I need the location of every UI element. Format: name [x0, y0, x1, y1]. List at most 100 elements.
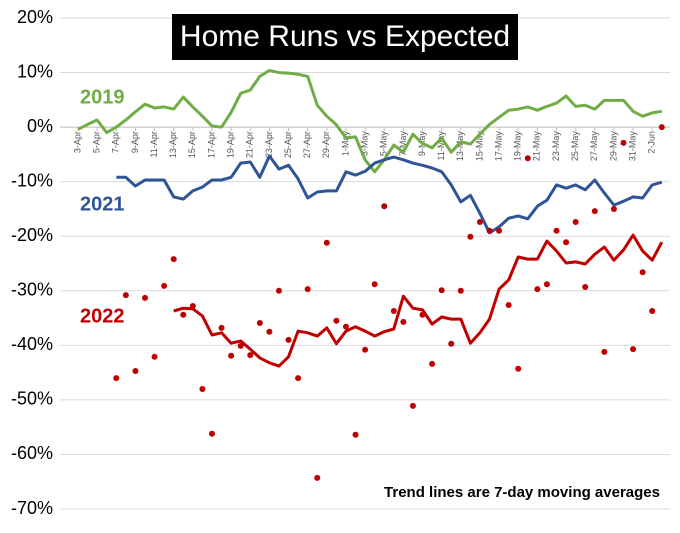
x-tick-label: 5-Apr: [92, 131, 102, 153]
x-tick-label: 9-Apr: [130, 131, 140, 153]
x-tick-label: 1-May: [340, 131, 350, 157]
daily-point: [610, 205, 617, 212]
daily-point: [295, 375, 302, 382]
title-box: [172, 14, 518, 60]
x-tick-label: 29-Apr: [321, 131, 331, 158]
x-tick-label: 15-May: [474, 131, 484, 162]
daily-point: [601, 348, 608, 355]
x-tick-label: 5-May: [379, 131, 389, 157]
y-tick-label: -50%: [11, 389, 53, 409]
daily-point: [534, 286, 541, 293]
x-tick-label: 7-May: [398, 131, 408, 157]
daily-point: [563, 239, 570, 246]
y-tick-label: 0%: [27, 116, 53, 136]
daily-point: [505, 301, 512, 308]
daily-point: [486, 227, 493, 234]
daily-point: [333, 317, 340, 324]
daily-point: [228, 352, 235, 359]
x-tick-label: 23-May: [551, 131, 561, 162]
x-tick-label: 19-Apr: [225, 131, 235, 158]
y-tick-label: 10%: [17, 61, 53, 81]
daily-point: [409, 402, 416, 409]
daily-point: [591, 208, 598, 215]
daily-point: [639, 269, 646, 276]
x-tick-label: 25-May: [570, 131, 580, 162]
series-label: 2022: [80, 305, 125, 327]
daily-point: [476, 219, 483, 226]
series-label: 2021: [80, 193, 125, 215]
daily-point: [141, 294, 148, 301]
daily-point: [314, 474, 321, 481]
daily-point: [237, 342, 244, 349]
daily-point: [467, 233, 474, 240]
x-tick-label: 17-May: [493, 131, 503, 162]
x-tick-label: 25-Apr: [283, 131, 293, 158]
x-tick-label: 27-Apr: [302, 131, 312, 158]
daily-point: [553, 227, 560, 234]
x-tick-label: 15-Apr: [187, 131, 197, 158]
daily-point: [649, 307, 656, 314]
daily-point: [658, 124, 665, 131]
x-tick-label: 13-Apr: [168, 131, 178, 158]
daily-point: [457, 287, 464, 294]
daily-point: [419, 311, 426, 318]
trend-line: [116, 154, 663, 235]
daily-point: [515, 365, 522, 372]
daily-point: [256, 319, 263, 326]
daily-point: [208, 430, 215, 437]
daily-point: [151, 353, 158, 360]
daily-point: [132, 367, 139, 374]
daily-point: [362, 346, 369, 353]
y-tick-label: -40%: [11, 334, 53, 354]
daily-point: [199, 385, 206, 392]
x-tick-label: 2-Jun: [647, 131, 657, 154]
x-tick-label: 3-May: [359, 131, 369, 157]
x-tick-label: 11-May: [436, 131, 446, 161]
chart-title: Home Runs vs Expected: [180, 20, 510, 53]
daily-point: [572, 219, 579, 226]
daily-point: [496, 227, 503, 234]
x-tick-label: 13-May: [455, 131, 465, 162]
series-label: 2019: [80, 86, 125, 108]
daily-point: [371, 281, 378, 288]
daily-point: [285, 336, 292, 343]
daily-point: [189, 303, 196, 310]
daily-point: [323, 239, 330, 246]
daily-point: [304, 286, 311, 293]
y-tick-label: -60%: [11, 443, 53, 463]
daily-point: [524, 155, 531, 162]
x-tick-label: 27-May: [589, 131, 599, 162]
daily-point: [582, 283, 589, 290]
daily-point: [161, 282, 168, 289]
daily-point: [218, 324, 225, 331]
y-tick-label: -30%: [11, 280, 53, 300]
x-tick-label: 29-May: [608, 131, 618, 162]
x-tick-label: 19-May: [513, 131, 523, 162]
x-tick-label: 11-Apr: [149, 131, 159, 157]
trend-line: [173, 233, 664, 368]
daily-point: [630, 346, 637, 353]
note: Trend lines are 7-day moving averages: [384, 484, 660, 501]
daily-point: [381, 203, 388, 210]
daily-point: [342, 323, 349, 330]
x-tick-label: 21-May: [532, 131, 542, 162]
daily-point: [543, 281, 550, 288]
daily-point: [180, 311, 187, 318]
daily-point: [247, 352, 254, 359]
daily-point: [438, 287, 445, 294]
daily-point: [352, 431, 359, 438]
daily-point: [275, 287, 282, 294]
x-tick-label: 3-Apr: [72, 131, 82, 153]
daily-point: [429, 360, 436, 367]
y-tick-label: -20%: [11, 225, 53, 245]
daily-point: [113, 375, 120, 382]
y-tick-label: 20%: [17, 7, 53, 27]
x-tick-label: 7-Apr: [111, 131, 121, 153]
daily-point: [620, 139, 627, 146]
daily-point: [122, 292, 129, 299]
daily-point: [266, 328, 273, 335]
y-tick-label: -70%: [11, 498, 53, 518]
daily-point: [170, 256, 177, 263]
